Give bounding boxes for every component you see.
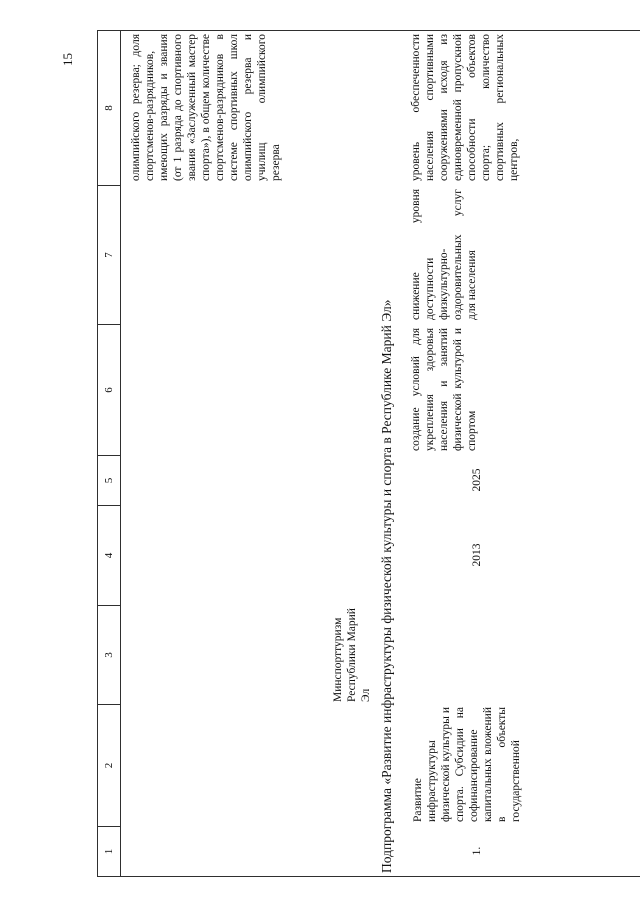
page-number: 15: [60, 53, 75, 66]
column-header-1: 1: [98, 826, 120, 876]
column-header-6: 6: [98, 324, 120, 455]
cell-row-number: 1.: [471, 846, 483, 856]
column-header-5: 5: [98, 455, 120, 505]
cell-end-year: 2025: [471, 468, 483, 492]
column-header-3: 3: [98, 605, 120, 704]
cell-non-implementation-consequences: снижение уровня доступности физкультурно…: [410, 189, 478, 320]
cell-activity-name: Развитие инфраструктуры физической культ…: [412, 707, 522, 822]
cell-expected-result: создание условий для укрепления здоровья…: [410, 328, 478, 451]
column-header-8: 8: [103, 105, 115, 111]
cell-indicators: уровень обеспеченности населения спортив…: [410, 34, 520, 181]
column-header-7: 7: [98, 185, 120, 324]
column-header-2: 2: [98, 704, 120, 826]
program-table: 1 2 3 4 5 6 7 8 олимпийского резерва; до…: [97, 30, 640, 877]
cell-start-year: 2013: [471, 543, 483, 567]
subprogram-title: Подпрограмма «Развитие инфраструктуры фи…: [379, 299, 394, 873]
cell-executor: Минспорттуризм Республики Марий Эл: [332, 608, 372, 702]
table-header-row: 1 2 3 4 5 6 7 8: [97, 31, 121, 876]
table-body: олимпийского резерва; доля спортсменов-р…: [121, 31, 640, 876]
cell-indicators-continued: олимпийского резерва; доля спортсменов-р…: [130, 34, 282, 181]
column-header-4: 4: [98, 505, 120, 605]
